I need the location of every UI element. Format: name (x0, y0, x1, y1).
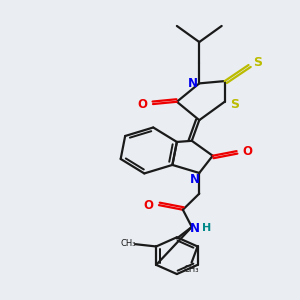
Text: CH₃: CH₃ (184, 265, 199, 274)
Text: N: N (190, 173, 200, 186)
Text: N: N (188, 77, 198, 90)
Text: O: O (143, 199, 154, 212)
Text: N: N (190, 222, 200, 235)
Text: O: O (137, 98, 148, 111)
Text: S: S (231, 98, 240, 111)
Text: CH₃: CH₃ (120, 238, 136, 247)
Text: H: H (202, 223, 212, 233)
Text: O: O (242, 145, 252, 158)
Text: S: S (253, 56, 262, 69)
